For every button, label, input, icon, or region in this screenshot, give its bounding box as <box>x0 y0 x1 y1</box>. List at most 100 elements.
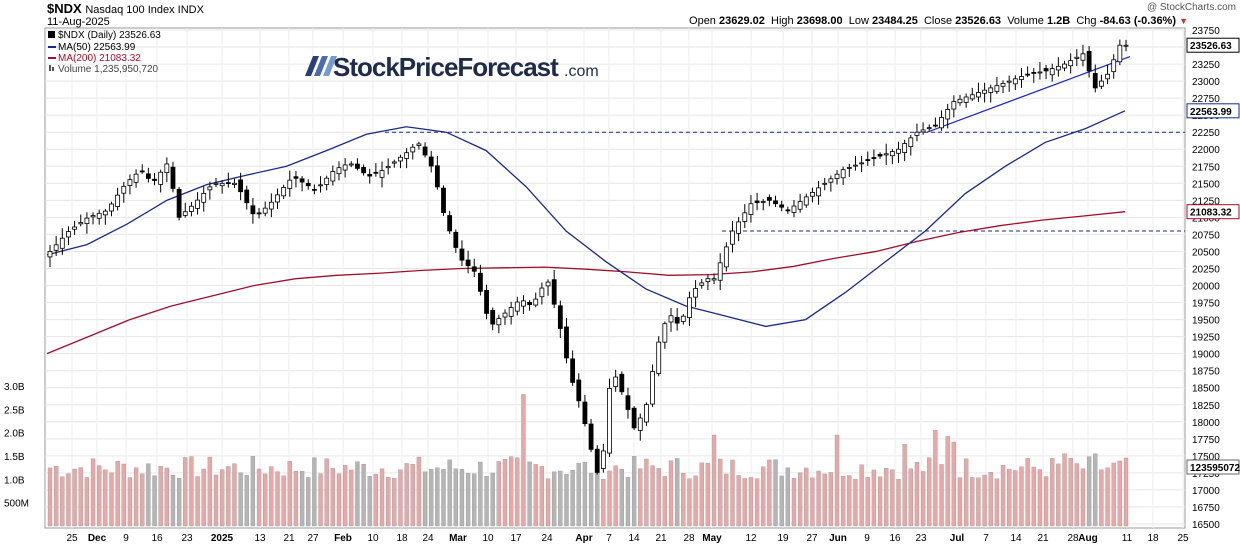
volume-bar <box>853 479 858 527</box>
volume-bars <box>47 394 1129 527</box>
volume-bar <box>318 473 323 527</box>
ohlc-readout: Open 23629.02 High 23698.00 Low 23484.25… <box>689 15 1188 27</box>
candle-body <box>164 163 170 173</box>
volume-bar <box>1025 458 1030 527</box>
volume-bar <box>453 468 458 527</box>
credit-text[interactable]: @ StockCharts.com <box>1146 2 1236 13</box>
volume-bar <box>1000 465 1006 527</box>
volume-bar <box>367 476 372 527</box>
candle-body <box>152 178 157 181</box>
legend-ma200: MA(200) 21083.32 <box>58 53 141 64</box>
y-tick-label: 22250 <box>1192 128 1220 139</box>
candle-body <box>490 310 496 325</box>
x-tick-label: 25 <box>1177 533 1189 544</box>
volume-bar <box>158 466 163 527</box>
candle-body <box>631 407 637 429</box>
x-tick-label: 28 <box>1067 533 1079 544</box>
candle-body <box>619 373 625 393</box>
x-tick-label: May <box>702 533 722 544</box>
candle-body <box>410 146 416 153</box>
candle-body <box>607 387 612 454</box>
candle-body <box>939 117 944 129</box>
x-tick-label: 12 <box>745 533 757 544</box>
watermark-brand: StockPriceForecast <box>333 52 559 82</box>
volume-bar <box>1037 469 1043 527</box>
volume-bar <box>115 460 120 527</box>
ma200-line <box>46 211 1126 355</box>
volume-bar <box>1007 468 1012 527</box>
candle-body <box>158 171 164 185</box>
x-tick-label: 24 <box>541 533 553 544</box>
candle-body <box>207 186 213 191</box>
x-tick-label: Jul <box>950 533 965 544</box>
volume-bar <box>312 457 317 527</box>
volume-bar <box>742 478 747 527</box>
candle-body <box>84 217 90 225</box>
volume-bar <box>761 466 766 527</box>
y-tick-label: 16750 <box>1192 503 1220 514</box>
y-tick-label: 21500 <box>1192 179 1220 190</box>
volume-bar <box>828 472 834 527</box>
candle-body <box>791 205 797 213</box>
candle-body <box>674 316 680 324</box>
volume-bar <box>619 468 624 527</box>
x-tick-label: 10 <box>367 533 379 544</box>
candle-body <box>336 167 342 175</box>
candle-body <box>1055 65 1061 71</box>
candle-body <box>305 182 311 187</box>
candle-body <box>557 305 563 329</box>
volume-bar <box>373 473 379 527</box>
x-tick-label: 28 <box>683 533 695 544</box>
candle-body <box>1049 68 1055 76</box>
candle-body <box>170 166 176 189</box>
candle-body <box>742 212 748 222</box>
candle-body <box>238 179 244 193</box>
candle-body <box>367 173 373 177</box>
volume-bar <box>386 477 391 527</box>
candle-body <box>865 159 871 161</box>
y-tick-label: 20750 <box>1192 230 1220 241</box>
candle-body <box>1012 78 1018 85</box>
volume-bar <box>195 476 200 527</box>
x-tick-label: Aug <box>1078 533 1097 544</box>
volume-bar <box>416 456 422 527</box>
candle-body <box>816 187 821 197</box>
volume-bar <box>748 477 754 527</box>
ma200-path <box>46 211 1126 355</box>
candle-body <box>66 231 71 238</box>
volume-bar <box>361 463 366 527</box>
candle-body <box>613 376 619 387</box>
volume-bar <box>1074 463 1079 527</box>
candle-body <box>1099 80 1104 87</box>
candle-body <box>1025 73 1031 76</box>
volume-bar <box>1013 470 1018 527</box>
volume-bar <box>281 475 286 527</box>
candle-body <box>1000 82 1006 87</box>
y-tick-label: 20250 <box>1192 264 1220 275</box>
volume-bar <box>1117 460 1123 527</box>
candle-body <box>1031 71 1037 74</box>
x-tick-label: 17 <box>510 533 522 544</box>
volume-bar <box>1043 476 1049 527</box>
volume-axis: 3.0B 2.5B 2.0B 1.5B 1.0B 500M <box>4 382 29 510</box>
candle-body <box>533 298 539 306</box>
candle-body <box>441 187 446 214</box>
support-lines <box>385 131 1185 232</box>
volume-bar <box>693 475 698 527</box>
candle-body <box>404 152 410 159</box>
x-tick-label: 24 <box>422 533 434 544</box>
x-tick-label: 11 <box>1122 533 1133 544</box>
candle-body <box>945 109 951 120</box>
volume-bar <box>564 474 569 527</box>
candle-body <box>908 137 914 147</box>
candle-body <box>625 395 631 410</box>
volume-bar <box>306 477 311 527</box>
candle-body <box>139 170 145 173</box>
candle-body <box>434 165 440 188</box>
candle-body <box>576 379 582 402</box>
volume-bar <box>834 434 840 527</box>
volume-bar <box>176 478 182 527</box>
y-tick-label: 18250 <box>1192 401 1220 412</box>
volume-tick-label: 2.5B <box>4 405 25 416</box>
